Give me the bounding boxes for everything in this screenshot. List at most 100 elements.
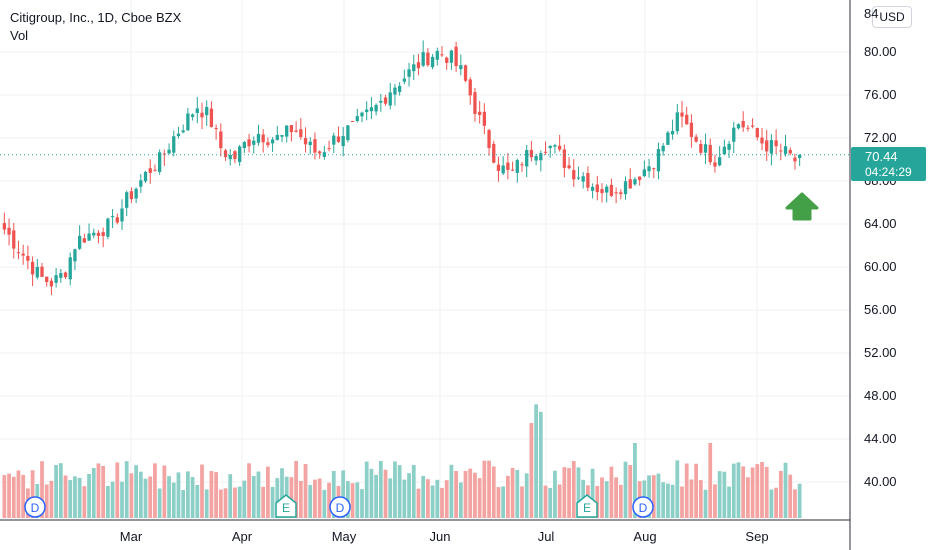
candle-body (388, 92, 392, 106)
volume-bar (713, 484, 717, 518)
volume-bar (167, 476, 171, 518)
volume-bar (397, 465, 402, 518)
volume-bar (364, 461, 369, 518)
volume-bar (91, 468, 96, 518)
candle-body (435, 50, 439, 60)
volume-bar (633, 443, 637, 518)
candle-body (572, 170, 576, 180)
candle-body (68, 257, 72, 280)
volume-bar (722, 471, 727, 518)
candle-body (162, 153, 166, 155)
volume-bar (171, 482, 176, 518)
time-tick-label: Mar (120, 529, 143, 544)
candle-body (793, 157, 797, 162)
candle-body (407, 69, 411, 77)
candle-body (341, 135, 345, 147)
candle-body (327, 148, 331, 150)
candle-body (200, 112, 204, 118)
candle-body (355, 116, 359, 122)
volume-bar (444, 480, 449, 518)
candle-body (746, 127, 750, 129)
candle-body (473, 92, 477, 114)
volume-bar (204, 489, 209, 518)
currency-button[interactable]: USD (872, 6, 912, 28)
volume-bar (30, 470, 35, 518)
volume-bar (557, 484, 562, 518)
bar-countdown: 04:24:29 (865, 165, 912, 179)
volume-bar (524, 473, 529, 518)
candle-body (134, 188, 138, 199)
volume-bar (675, 460, 680, 518)
volume-bar (82, 486, 87, 518)
volume-bar (96, 463, 101, 518)
dividend-event-marker[interactable]: D (632, 496, 654, 518)
volume-bar (247, 463, 251, 518)
volume-bar (190, 477, 195, 518)
dividend-event-marker[interactable]: D (24, 496, 46, 518)
candle-body (270, 139, 275, 144)
volume-bar (680, 486, 684, 518)
candle-body (45, 276, 49, 283)
volume-bar (666, 483, 670, 518)
volume-bar (237, 486, 242, 518)
time-tick-label: Jul (538, 529, 555, 544)
volume-bar (68, 480, 73, 518)
candle-body (228, 154, 232, 160)
volume-bar (148, 476, 153, 518)
volume-bar (501, 486, 506, 518)
volume-bar (689, 479, 694, 518)
candle-body (233, 151, 237, 159)
volume-indicator-label[interactable]: Vol (10, 28, 29, 43)
candle-body (765, 140, 769, 152)
volume-bar (58, 463, 63, 518)
volume-bar (134, 465, 138, 518)
candle-body (666, 132, 670, 145)
volume-bar (2, 475, 7, 518)
candle-body (558, 145, 562, 150)
candle-body (167, 149, 171, 154)
volume-bar (609, 466, 614, 518)
dividend-event-marker[interactable]: D (329, 496, 351, 518)
candle-body (694, 136, 698, 142)
candle-body (35, 266, 39, 278)
price-tick-label: 76.00 (864, 87, 897, 102)
volume-bar (449, 464, 454, 518)
candle-body (623, 181, 628, 195)
candle-body (609, 184, 614, 196)
volume-bar (764, 466, 769, 518)
candle-body (576, 177, 581, 179)
volume-bar (421, 475, 426, 518)
candle-body (478, 111, 482, 116)
volume-bar (186, 471, 190, 518)
volume-bar (553, 470, 557, 518)
volume-bar (567, 468, 571, 518)
candle-body (670, 130, 675, 135)
candle-body (713, 162, 717, 167)
candle-body (374, 104, 378, 112)
candle-body (247, 139, 251, 147)
candle-body (633, 179, 637, 185)
volume-bar (538, 411, 543, 518)
candle-body (774, 140, 778, 147)
volume-bar (270, 486, 275, 518)
volume-bar (402, 479, 407, 518)
volume-bar (294, 461, 298, 518)
candle-body (534, 156, 538, 161)
candle-body (482, 111, 486, 126)
svg-text:E: E (282, 501, 290, 515)
candle-body (63, 272, 68, 278)
volume-bar (746, 477, 750, 518)
earnings-event-marker[interactable]: E (275, 494, 297, 518)
volume-bar (176, 472, 181, 518)
volume-bar (600, 477, 604, 518)
volume-bar (548, 487, 553, 518)
candle-body (449, 50, 454, 63)
chart-legend: Citigroup, Inc., 1D, Cboe BZX Vol (10, 10, 181, 44)
earnings-event-marker[interactable]: E (576, 494, 598, 518)
candle-body (318, 151, 322, 154)
candle-body (416, 62, 421, 69)
candle-body (402, 78, 406, 82)
volume-bar (143, 478, 148, 518)
volume-bar (195, 484, 200, 518)
